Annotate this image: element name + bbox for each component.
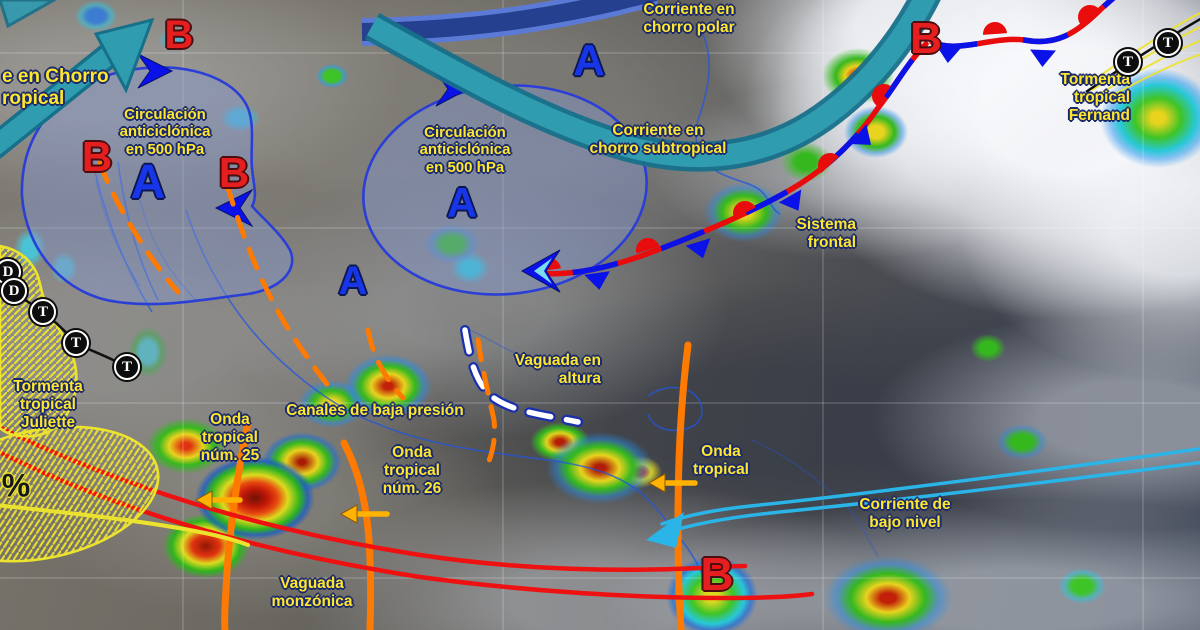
jet-streams bbox=[0, 0, 941, 172]
onda-tropical-label-line: tropical bbox=[693, 460, 749, 478]
frontal-system bbox=[520, 0, 1116, 293]
jet-tropical-label: e en Chorro ropical bbox=[2, 66, 109, 110]
corriente-bajo-nivel-label-line: bajo nivel bbox=[869, 513, 941, 531]
corriente-bajo-nivel-label-line: Corriente de bbox=[859, 496, 951, 513]
onda-tropical-label: Onda tropical bbox=[693, 443, 749, 479]
onda-26-label-line: tropical bbox=[384, 461, 440, 479]
sistema-frontal-label-line: frontal bbox=[807, 233, 856, 251]
anticyclone-2-label: Circulación anticiclónica en 500 hPa bbox=[420, 124, 511, 176]
jet-polar-label-line: Corriente en bbox=[643, 1, 735, 18]
anticyclone-2-label-line: en 500 hPa bbox=[425, 158, 505, 176]
storm-juliette-label-line: tropical bbox=[20, 395, 76, 413]
sistema-frontal-label: Sistema frontal bbox=[797, 216, 856, 252]
anticyclone-2-label-line: Circulación bbox=[424, 124, 506, 141]
vaguada-monzonica-label-line: monzónica bbox=[271, 592, 353, 610]
storm-fernand-label-line: Fernand bbox=[1068, 106, 1130, 124]
low-pressure-letter: B bbox=[910, 14, 942, 63]
jet-subtropical-label-line: chorro subtropical bbox=[589, 139, 727, 157]
high-pressure-letter: A bbox=[338, 259, 368, 303]
cyan-arrowhead-icon bbox=[646, 512, 684, 548]
canales-baja-presion-label: Canales de baja presión bbox=[286, 402, 463, 420]
storm-juliette-label-line: Tormenta bbox=[13, 378, 83, 395]
anticyclone-1-label: Circulación anticiclónica en 500 hPa bbox=[120, 106, 211, 158]
onda-26-label: Onda tropical núm. 26 bbox=[383, 444, 442, 497]
onda-26-label-line: núm. 26 bbox=[382, 479, 442, 497]
tropical-depression-marker-icon: D bbox=[1, 278, 27, 304]
onda-25-label-line: Onda bbox=[210, 411, 250, 428]
onda-25-label-line: núm. 25 bbox=[200, 446, 260, 464]
high-pressure-letter: A bbox=[446, 179, 478, 226]
anticyclone-1-label-line: en 500 hPa bbox=[125, 140, 205, 158]
tropical-storm-marker-icon: T bbox=[63, 330, 89, 356]
tropical-storm-marker-icon: T bbox=[1115, 49, 1141, 75]
storm-juliette-label: Tormenta tropical Juliette bbox=[13, 378, 82, 431]
high-pressure-letter: A bbox=[573, 36, 605, 85]
jet-tropical-label-line: ropical bbox=[2, 87, 65, 109]
storm-fernand-label-line: Tormenta bbox=[1060, 71, 1130, 88]
canales-baja-presion-label-line: Canales de baja presión bbox=[286, 402, 464, 419]
jet-subtropical-label: Corriente en chorro subtropical bbox=[590, 122, 727, 158]
anticyclone-2-label-line: anticiclónica bbox=[419, 141, 511, 159]
tropical-wave-arrows bbox=[194, 473, 698, 524]
high-pressure-letter: A bbox=[130, 156, 166, 209]
tropical-storm-marker-icon: T bbox=[1155, 30, 1181, 56]
anticyclone-chevron-icon bbox=[214, 188, 254, 228]
anticyclone-chevron-icon bbox=[137, 53, 174, 89]
storm-juliette-label-line: Juliette bbox=[20, 413, 76, 431]
corriente-bajo-nivel-label: Corriente de bajo nivel bbox=[859, 496, 950, 532]
low-level-current-arrow bbox=[646, 446, 1200, 548]
onda-25-label-line: tropical bbox=[202, 428, 258, 446]
low-pressure-letter: B bbox=[700, 548, 734, 600]
jet-polar-label-line: chorro polar bbox=[643, 18, 735, 36]
low-pressure-channels-dashed-lines bbox=[97, 160, 497, 471]
tropical-storm-marker-icon: T bbox=[114, 354, 140, 380]
storm-fernand-label-line: tropical bbox=[1074, 88, 1130, 106]
anticyclone-1-label-line: anticiclónica bbox=[119, 123, 211, 141]
jet-subtropical-label-line: Corriente en bbox=[612, 122, 704, 139]
vaguada-monzonica-label-line: Vaguada bbox=[280, 575, 344, 592]
low-pressure-letter: B bbox=[218, 149, 250, 196]
vaguada-altura-label: Vaguada en altura bbox=[515, 352, 601, 388]
low-pressure-letter: B bbox=[81, 133, 113, 180]
low-pressure-letter: B bbox=[164, 13, 194, 57]
upper-trough-dashed-line bbox=[460, 325, 583, 427]
vaguada-monzonica-label: Vaguada monzónica bbox=[272, 575, 353, 611]
storm-fernand-label: Tormenta tropical Fernand bbox=[1061, 71, 1130, 124]
jet-polar-label: Corriente en chorro polar bbox=[643, 1, 734, 37]
sistema-frontal-label-line: Sistema bbox=[796, 216, 856, 233]
onda-tropical-label-line: Onda bbox=[701, 443, 741, 460]
onda-26-label-line: Onda bbox=[392, 444, 432, 461]
jet-arrowhead-icon bbox=[93, 17, 155, 94]
tropical-storm-marker-icon: T bbox=[30, 299, 56, 325]
onda-25-label: Onda tropical núm. 25 bbox=[201, 411, 260, 464]
vaguada-altura-label-line: Vaguada en bbox=[514, 352, 601, 369]
vaguada-altura-label-line: altura bbox=[558, 369, 601, 387]
jet-tropical-label-line: e en Chorro bbox=[2, 66, 109, 87]
anticyclone-1-label-line: Circulación bbox=[124, 106, 206, 123]
probability-percent-label: % bbox=[1, 467, 31, 504]
